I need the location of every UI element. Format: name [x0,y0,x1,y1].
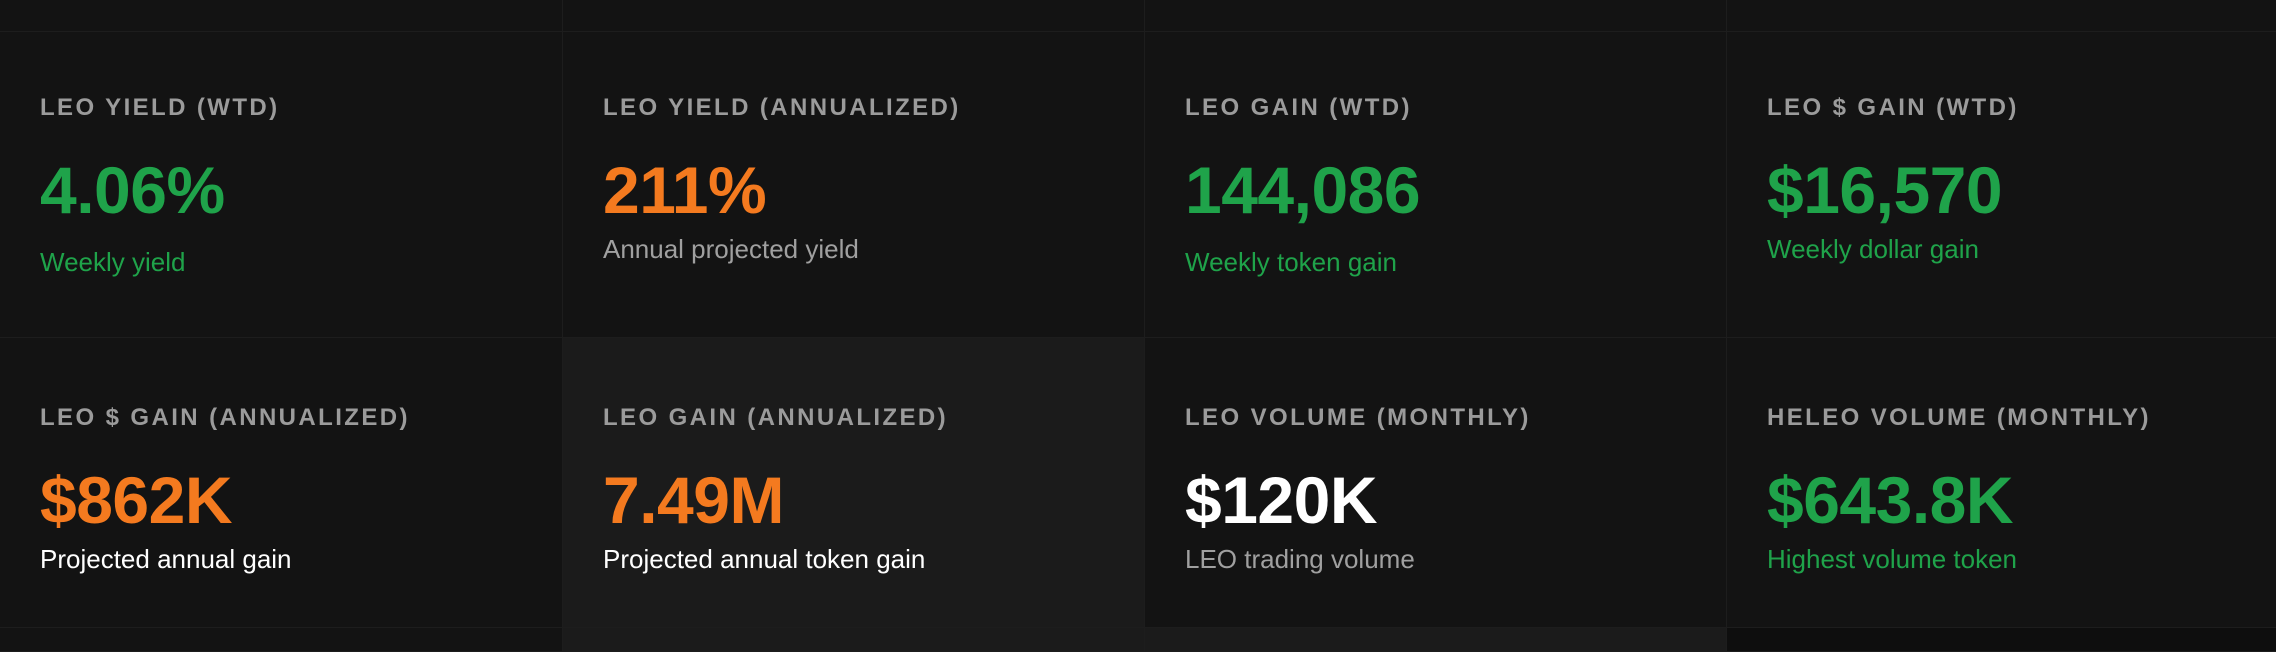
stat-subtitle: Highest volume token [1767,544,2018,574]
bottom-strip-cell [563,628,1145,652]
stat-value: $862K [40,463,233,537]
stat-card-leo-dollar-gain-annualized: LEO $ GAIN (ANNUALIZED) $862K Projected … [0,338,563,628]
stat-value: 144,086 [1185,153,1421,227]
top-strip-cell [0,0,563,32]
stat-label: LEO GAIN (ANNUALIZED) [603,404,949,431]
top-strip-cell [563,0,1145,32]
stat-card-leo-gain-wtd: LEO GAIN (WTD) 144,086 Weekly token gain [1145,32,1727,338]
stat-label: LEO YIELD (ANNUALIZED) [603,94,961,121]
stat-value: $120K [1185,463,1378,537]
stat-label: LEO $ GAIN (ANNUALIZED) [40,404,410,431]
bottom-strip-cell [0,628,563,652]
stat-value: $16,570 [1767,153,2003,227]
top-strip-cell [1727,0,2276,32]
stat-label: LEO $ GAIN (WTD) [1767,94,2019,121]
stat-label: LEO VOLUME (MONTHLY) [1185,404,1531,431]
stat-subtitle: Weekly dollar gain [1767,234,1979,264]
stat-label: LEO GAIN (WTD) [1185,94,1412,121]
stat-card-heleo-volume-monthly: HELEO VOLUME (MONTHLY) $643.8K Highest v… [1727,338,2276,628]
stat-card-leo-yield-annualized: LEO YIELD (ANNUALIZED) 211% Annual proje… [563,32,1145,338]
top-strip-cell [1145,0,1727,32]
stat-value: 211% [603,153,767,227]
stat-card-leo-volume-monthly: LEO VOLUME (MONTHLY) $120K LEO trading v… [1145,338,1727,628]
stat-label: LEO YIELD (WTD) [40,94,280,121]
stat-subtitle: Projected annual token gain [603,544,926,574]
stat-subtitle: Annual projected yield [603,234,859,264]
bottom-strip-cell [1727,628,2276,652]
stat-value: 4.06% [40,153,225,227]
stat-value: $643.8K [1767,463,2014,537]
stat-card-leo-dollar-gain-wtd: LEO $ GAIN (WTD) $16,570 Weekly dollar g… [1727,32,2276,338]
stat-subtitle: LEO trading volume [1185,544,1415,574]
stat-card-leo-yield-wtd: LEO YIELD (WTD) 4.06% Weekly yield [0,32,563,338]
stat-card-leo-gain-annualized: LEO GAIN (ANNUALIZED) 7.49M Projected an… [563,338,1145,628]
stat-value: 7.49M [603,463,784,537]
bottom-strip-cell [1145,628,1727,652]
stat-label: HELEO VOLUME (MONTHLY) [1767,404,2151,431]
stat-subtitle: Weekly token gain [1185,247,1397,277]
stat-subtitle: Weekly yield [40,247,186,277]
stat-subtitle: Projected annual gain [40,544,292,574]
